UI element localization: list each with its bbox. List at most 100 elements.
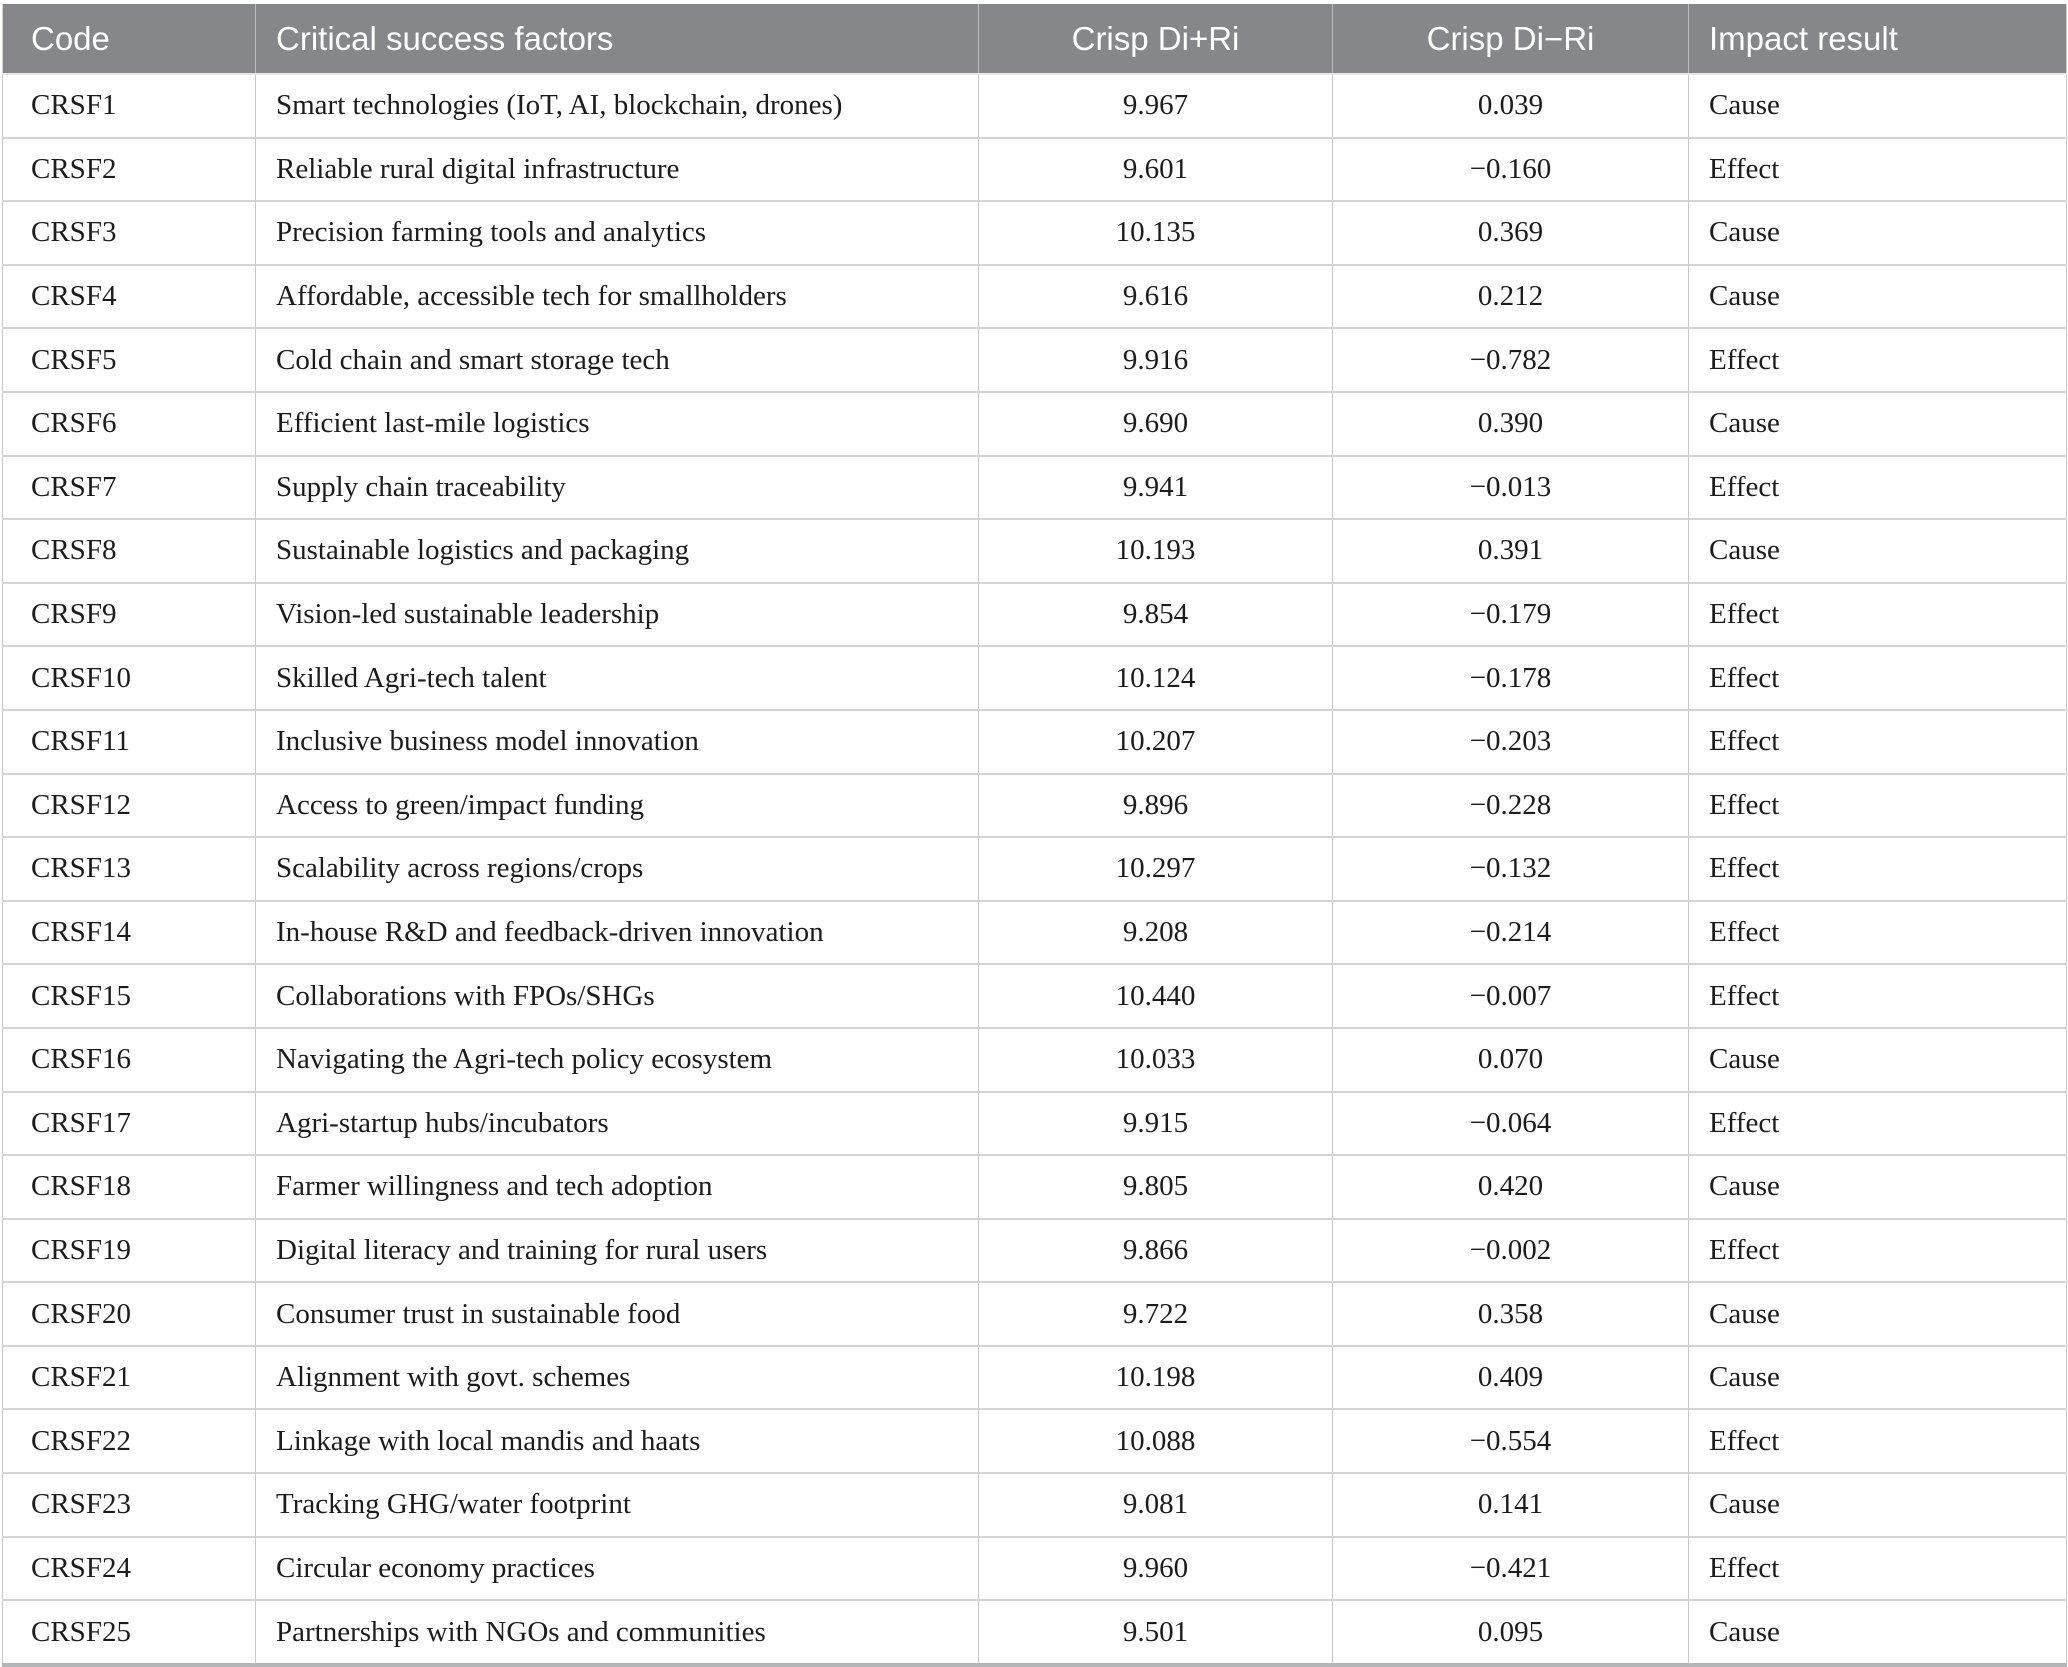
table-row: CRSF8 Sustainable logistics and packagin… xyxy=(2,518,2067,584)
cell-code: CRSF25 xyxy=(2,1599,256,1666)
cell-code: CRSF7 xyxy=(2,454,256,520)
cell-di-plus-ri: 10.088 xyxy=(978,1408,1333,1474)
cell-impact-result: Effect xyxy=(1688,899,2067,965)
cell-code: CRSF24 xyxy=(2,1535,256,1601)
cell-di-minus-ri: −0.421 xyxy=(1332,1535,1689,1601)
cell-code: CRSF12 xyxy=(2,772,256,838)
cell-di-minus-ri: 0.095 xyxy=(1332,1599,1689,1666)
cell-di-plus-ri: 9.854 xyxy=(978,581,1333,647)
cell-factor: Alignment with govt. schemes xyxy=(255,1344,979,1410)
cell-impact-result: Cause xyxy=(1688,518,2067,584)
cell-factor: Supply chain traceability xyxy=(255,454,979,520)
cell-impact-result: Cause xyxy=(1688,200,2067,266)
cell-code: CRSF2 xyxy=(2,136,256,202)
cell-factor: Reliable rural digital infrastructure xyxy=(255,136,979,202)
table-row: CRSF7 Supply chain traceability 9.941 −0… xyxy=(2,454,2067,520)
cell-factor: Smart technologies (IoT, AI, blockchain,… xyxy=(255,73,979,139)
table-row: CRSF25 Partnerships with NGOs and commun… xyxy=(2,1599,2067,1666)
cell-impact-result: Effect xyxy=(1688,1090,2067,1156)
cell-di-minus-ri: −0.228 xyxy=(1332,772,1689,838)
cell-code: CRSF20 xyxy=(2,1281,256,1347)
cell-code: CRSF5 xyxy=(2,327,256,393)
cell-di-minus-ri: −0.179 xyxy=(1332,581,1689,647)
cell-impact-result: Effect xyxy=(1688,581,2067,647)
cell-di-plus-ri: 9.896 xyxy=(978,772,1333,838)
cell-di-plus-ri: 9.722 xyxy=(978,1281,1333,1347)
cell-factor: Consumer trust in sustainable food xyxy=(255,1281,979,1347)
cell-di-plus-ri: 10.193 xyxy=(978,518,1333,584)
cell-impact-result: Cause xyxy=(1688,390,2067,457)
column-header-impact-result: Impact result xyxy=(1688,4,2067,74)
cell-di-plus-ri: 9.915 xyxy=(978,1090,1333,1156)
table-row: CRSF3 Precision farming tools and analyt… xyxy=(2,200,2067,266)
cell-impact-result: Effect xyxy=(1688,645,2067,711)
column-header-crisp-di-minus-ri: Crisp Di−Ri xyxy=(1332,4,1689,74)
cell-di-plus-ri: 9.690 xyxy=(978,390,1333,457)
cell-di-minus-ri: −0.203 xyxy=(1332,708,1689,775)
cell-factor: Inclusive business model innovation xyxy=(255,708,979,775)
cell-di-minus-ri: −0.178 xyxy=(1332,645,1689,711)
cell-code: CRSF13 xyxy=(2,836,256,902)
table-row: CRSF5 Cold chain and smart storage tech … xyxy=(2,327,2067,393)
cell-di-minus-ri: 0.390 xyxy=(1332,390,1689,457)
cell-factor: Partnerships with NGOs and communities xyxy=(255,1599,979,1666)
success-factors-table: Code Critical success factors Crisp Di+R… xyxy=(2,4,2067,1667)
table-row: CRSF18 Farmer willingness and tech adopt… xyxy=(2,1154,2067,1220)
table-row: CRSF1 Smart technologies (IoT, AI, block… xyxy=(2,73,2067,139)
cell-impact-result: Effect xyxy=(1688,963,2067,1029)
table-body: CRSF1 Smart technologies (IoT, AI, block… xyxy=(2,73,2067,1666)
cell-code: CRSF19 xyxy=(2,1217,256,1283)
cell-di-minus-ri: 0.369 xyxy=(1332,200,1689,266)
cell-code: CRSF18 xyxy=(2,1154,256,1220)
cell-code: CRSF3 xyxy=(2,200,256,266)
table-row: CRSF22 Linkage with local mandis and haa… xyxy=(2,1408,2067,1474)
cell-di-minus-ri: −0.064 xyxy=(1332,1090,1689,1156)
cell-impact-result: Effect xyxy=(1688,708,2067,775)
cell-di-plus-ri: 9.916 xyxy=(978,327,1333,393)
cell-factor: Vision-led sustainable leadership xyxy=(255,581,979,647)
cell-di-minus-ri: −0.214 xyxy=(1332,899,1689,965)
cell-code: CRSF6 xyxy=(2,390,256,457)
cell-di-plus-ri: 10.124 xyxy=(978,645,1333,711)
table-header: Code Critical success factors Crisp Di+R… xyxy=(2,4,2067,74)
table-row: CRSF4 Affordable, accessible tech for sm… xyxy=(2,263,2067,329)
header-row: Code Critical success factors Crisp Di+R… xyxy=(2,4,2067,74)
table-row: CRSF24 Circular economy practices 9.960 … xyxy=(2,1535,2067,1601)
cell-di-plus-ri: 9.866 xyxy=(978,1217,1333,1283)
table-row: CRSF14 In-house R&D and feedback-driven … xyxy=(2,899,2067,965)
cell-code: CRSF8 xyxy=(2,518,256,584)
cell-impact-result: Effect xyxy=(1688,1408,2067,1474)
cell-di-minus-ri: −0.554 xyxy=(1332,1408,1689,1474)
cell-factor: Cold chain and smart storage tech xyxy=(255,327,979,393)
cell-code: CRSF23 xyxy=(2,1472,256,1538)
cell-code: CRSF4 xyxy=(2,263,256,329)
cell-factor: Linkage with local mandis and haats xyxy=(255,1408,979,1474)
cell-code: CRSF14 xyxy=(2,899,256,965)
cell-impact-result: Cause xyxy=(1688,1281,2067,1347)
table-row: CRSF23 Tracking GHG/water footprint 9.08… xyxy=(2,1472,2067,1538)
table-row: CRSF12 Access to green/impact funding 9.… xyxy=(2,772,2067,838)
cell-factor: Navigating the Agri-tech policy ecosyste… xyxy=(255,1026,979,1092)
cell-di-plus-ri: 10.198 xyxy=(978,1344,1333,1410)
table-row: CRSF9 Vision-led sustainable leadership … xyxy=(2,581,2067,647)
cell-factor: Access to green/impact funding xyxy=(255,772,979,838)
cell-di-minus-ri: 0.039 xyxy=(1332,73,1689,139)
table-row: CRSF19 Digital literacy and training for… xyxy=(2,1217,2067,1283)
cell-impact-result: Cause xyxy=(1688,1026,2067,1092)
cell-di-plus-ri: 10.297 xyxy=(978,836,1333,902)
cell-di-minus-ri: −0.782 xyxy=(1332,327,1689,393)
column-header-critical-success-factors: Critical success factors xyxy=(255,4,979,74)
cell-code: CRSF22 xyxy=(2,1408,256,1474)
cell-code: CRSF10 xyxy=(2,645,256,711)
cell-di-plus-ri: 9.616 xyxy=(978,263,1333,329)
table-row: CRSF2 Reliable rural digital infrastruct… xyxy=(2,136,2067,202)
cell-factor: Digital literacy and training for rural … xyxy=(255,1217,979,1283)
cell-impact-result: Cause xyxy=(1688,1154,2067,1220)
cell-di-plus-ri: 9.501 xyxy=(978,1599,1333,1666)
cell-impact-result: Effect xyxy=(1688,836,2067,902)
cell-di-minus-ri: −0.007 xyxy=(1332,963,1689,1029)
cell-di-plus-ri: 9.960 xyxy=(978,1535,1333,1601)
cell-factor: Scalability across regions/crops xyxy=(255,836,979,902)
cell-impact-result: Effect xyxy=(1688,1217,2067,1283)
cell-impact-result: Effect xyxy=(1688,327,2067,393)
